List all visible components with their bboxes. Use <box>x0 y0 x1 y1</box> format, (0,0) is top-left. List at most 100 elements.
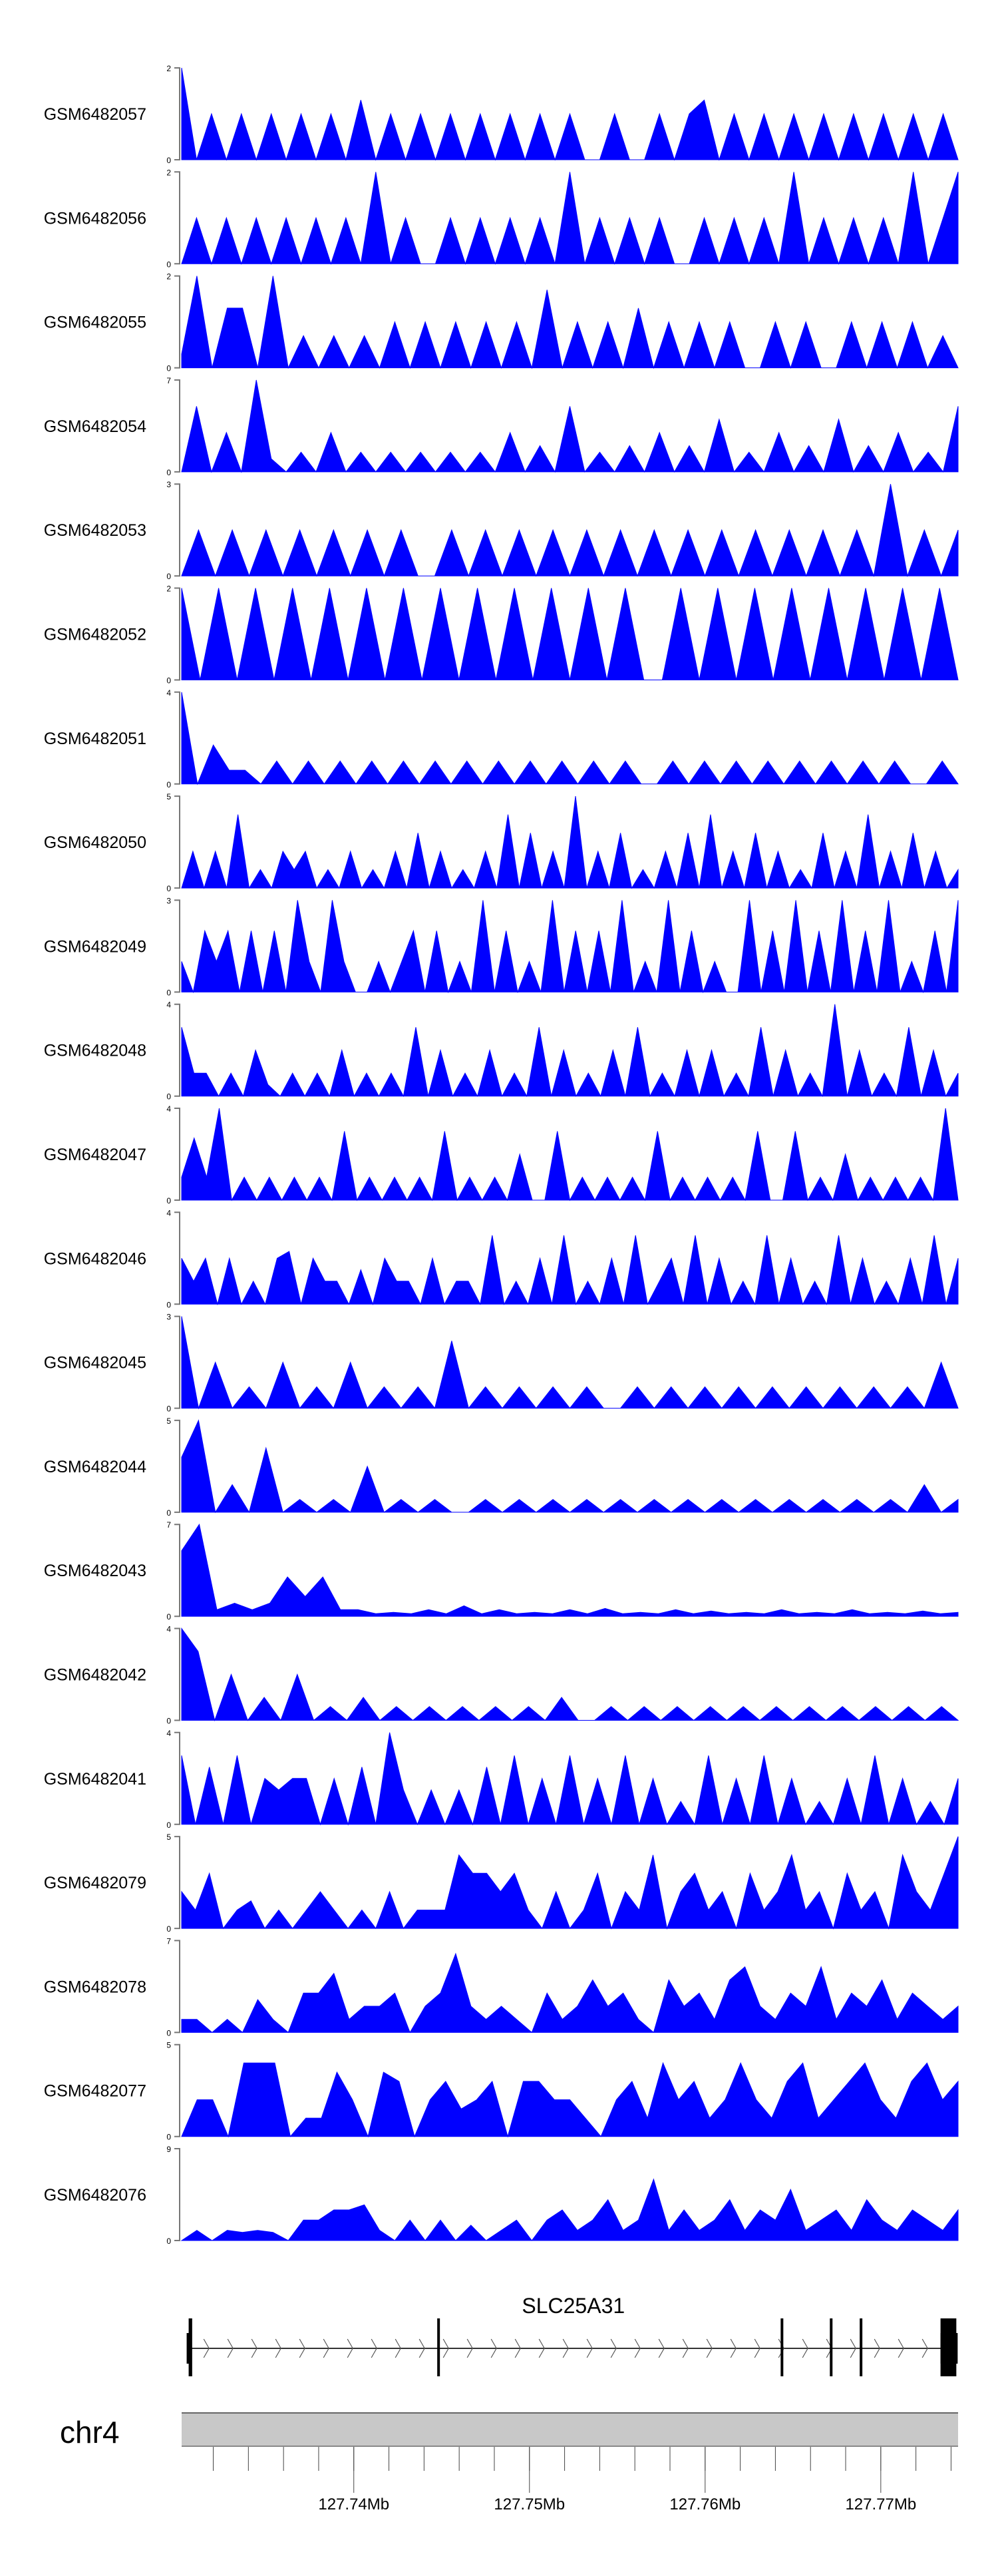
y-tick-label-max: 2 <box>166 272 171 282</box>
utr-block <box>940 2333 958 2364</box>
strand-arrow-icon <box>562 2338 569 2358</box>
y-tick-label-min: 0 <box>166 1092 171 1102</box>
data-track: GSM6482076 9 0 <box>44 2145 959 2246</box>
strand-arrow-icon <box>610 2338 617 2358</box>
coverage-area <box>181 1523 959 1617</box>
y-tick-label-max: 5 <box>166 2041 171 2050</box>
data-track: GSM6482049 3 0 <box>44 896 959 997</box>
y-axis <box>174 899 180 993</box>
coverage-area <box>181 379 959 473</box>
gene-label: SLC25A31 <box>522 2294 625 2318</box>
strand-arrow-icon <box>706 2338 713 2358</box>
track-label: GSM6482052 <box>44 626 146 644</box>
strand-arrow-icon <box>395 2338 401 2358</box>
data-track: GSM6482043 7 0 <box>44 1520 959 1621</box>
data-track: GSM6482057 2 0 <box>44 64 959 165</box>
y-tick-label-min: 0 <box>166 988 171 997</box>
coverage-area <box>181 1732 959 1826</box>
strand-arrow-icon <box>323 2338 329 2358</box>
y-tick-label-max: 4 <box>166 1104 171 1114</box>
coverage-area <box>181 1419 959 1514</box>
y-tick-label-min: 0 <box>166 1717 171 1726</box>
exon <box>860 2318 863 2376</box>
coverage-area <box>181 900 959 994</box>
strand-arrow-icon <box>682 2338 689 2358</box>
strand-arrow-icon <box>921 2338 928 2358</box>
strand-arrow-icon <box>874 2338 880 2358</box>
coverage-area <box>181 67 959 161</box>
track-label: GSM6482043 <box>44 1562 146 1580</box>
track-label: GSM6482045 <box>44 1354 146 1373</box>
data-track: GSM6482048 4 0 <box>44 1000 959 1102</box>
y-tick-label-min: 0 <box>166 1612 171 1621</box>
y-axis <box>174 795 180 889</box>
exon <box>437 2318 440 2376</box>
track-label: GSM6482048 <box>44 1042 146 1060</box>
track-label: GSM6482056 <box>44 209 146 228</box>
track-label: GSM6482078 <box>44 1978 146 1996</box>
data-track: GSM6482042 4 0 <box>44 1625 959 1726</box>
strand-arrow-icon <box>514 2338 521 2358</box>
y-tick-label-min: 0 <box>166 1924 171 1934</box>
data-track: GSM6482041 4 0 <box>44 1729 959 1830</box>
strand-arrow-icon <box>418 2338 425 2358</box>
strand-arrow-icon <box>251 2338 257 2358</box>
track-label: GSM6482041 <box>44 1770 146 1789</box>
coverage-area <box>181 1952 959 2034</box>
y-axis <box>174 1211 180 1305</box>
y-tick-label-max: 3 <box>166 896 171 905</box>
strand-arrow-icon <box>347 2338 353 2358</box>
utr-block <box>186 2333 192 2364</box>
data-track: GSM6482050 5 0 <box>44 792 959 893</box>
y-tick-label-max: 7 <box>166 1936 171 1946</box>
major-tick-label: 127.77Mb <box>845 2495 916 2513</box>
track-label: GSM6482076 <box>44 2186 146 2205</box>
track-label: GSM6482055 <box>44 314 146 332</box>
track-label: GSM6482049 <box>44 937 146 956</box>
track-label: GSM6482044 <box>44 1458 146 1476</box>
coverage-area <box>181 1108 959 1201</box>
strand-arrow-icon <box>898 2338 904 2358</box>
y-axis <box>174 379 180 473</box>
data-track: GSM6482044 5 0 <box>44 1416 959 1518</box>
coverage-area <box>181 1235 959 1306</box>
strand-arrow-icon <box>754 2338 760 2358</box>
y-tick-label-max: 4 <box>166 1000 171 1010</box>
exon <box>830 2318 833 2376</box>
y-axis <box>174 1108 180 1201</box>
data-track: GSM6482046 4 0 <box>44 1208 959 1309</box>
chromosome-label: chr4 <box>60 2415 119 2450</box>
y-tick-label-max: 3 <box>166 480 171 489</box>
coverage-area <box>181 1316 959 1410</box>
strand-arrow-icon <box>203 2338 210 2358</box>
y-tick-label-max: 9 <box>166 2145 171 2154</box>
y-tick-label-min: 0 <box>166 676 171 686</box>
coverage-area <box>181 276 959 369</box>
track-label: GSM6482046 <box>44 1249 146 1268</box>
data-track: GSM6482053 3 0 <box>44 480 959 581</box>
y-axis <box>174 483 180 577</box>
genome-axis: chr4 127.74Mb 127.75Mb 127.76Mb 127.77Mb <box>60 2412 958 2513</box>
y-tick-label-max: 3 <box>166 1313 171 1322</box>
y-tick-label-max: 4 <box>166 1729 171 1738</box>
coverage-area <box>181 796 959 889</box>
y-tick-label-min: 0 <box>166 468 171 477</box>
y-axis <box>174 1315 180 1409</box>
coverage-area <box>181 2061 959 2138</box>
data-track: GSM6482054 7 0 <box>44 376 959 477</box>
y-tick-label-max: 2 <box>166 168 171 177</box>
y-tick-label-min: 0 <box>166 572 171 581</box>
y-axis <box>174 275 180 369</box>
y-tick-label-min: 0 <box>166 1508 171 1518</box>
y-tick-label-max: 4 <box>166 1625 171 1634</box>
track-label: GSM6482047 <box>44 1146 146 1164</box>
track-label: GSM6482057 <box>44 105 146 124</box>
strand-arrow-icon <box>442 2338 449 2358</box>
major-tick-label: 127.74Mb <box>318 2495 389 2513</box>
coverage-area <box>181 1627 959 1722</box>
data-track: GSM6482056 2 0 <box>44 168 959 269</box>
track-label: GSM6482054 <box>44 417 146 436</box>
strand-arrow-icon <box>658 2338 665 2358</box>
strand-arrow-icon <box>634 2338 641 2358</box>
